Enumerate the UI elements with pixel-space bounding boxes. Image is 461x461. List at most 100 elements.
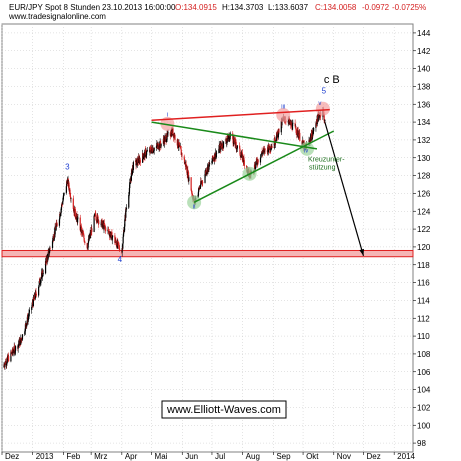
candle-body [262, 149, 265, 152]
candle-body [179, 146, 182, 149]
candle-body [275, 136, 277, 141]
candle-body [285, 121, 287, 123]
candle-body [275, 140, 277, 142]
y-tick-label: 140 [417, 65, 431, 74]
candle-body [46, 256, 48, 263]
candle-body [14, 347, 16, 353]
candle-body [138, 157, 140, 159]
candle-body [236, 148, 238, 149]
candle-body [108, 230, 110, 232]
candle-body [239, 148, 241, 155]
wave-cb-label: c B [324, 74, 340, 86]
candle-body [33, 297, 35, 299]
candle-body [76, 218, 79, 223]
x-tick-label: Dez [5, 452, 19, 461]
candle-body [229, 136, 231, 141]
candle-body [180, 149, 182, 155]
wave-label: 3 [65, 162, 70, 171]
candle-body [280, 120, 282, 133]
candle-body [117, 241, 119, 243]
candle-body [100, 223, 102, 225]
candle-body [70, 196, 72, 199]
y-tick-label: 100 [417, 421, 431, 430]
candle-body [83, 238, 85, 242]
candle-body [240, 155, 242, 158]
candle-body [31, 307, 33, 310]
candle-body [143, 153, 145, 157]
candle-body [109, 234, 111, 237]
candle-body [276, 132, 278, 137]
candle-body [13, 346, 15, 353]
candle-body [267, 146, 269, 153]
candle-body [84, 241, 86, 244]
candle-body [287, 121, 289, 123]
candle-body [70, 198, 72, 200]
candle-body [260, 157, 262, 158]
candle-body [274, 144, 276, 145]
candle-body [138, 157, 140, 163]
candle-body [156, 143, 158, 146]
candle-body [239, 145, 241, 149]
candle-body [87, 247, 89, 249]
candle-body [65, 186, 67, 193]
candle-body [197, 194, 199, 198]
candle-body [47, 250, 50, 253]
candle-body [18, 343, 20, 345]
candle-body [315, 122, 317, 129]
candle-body [6, 362, 8, 364]
candle-body [158, 148, 160, 149]
candle-body [35, 291, 37, 294]
candle-body [262, 152, 264, 155]
candle-body [145, 151, 148, 155]
candle-body [118, 245, 120, 246]
candle-body [311, 139, 313, 140]
candle-body [102, 221, 104, 226]
candle-body [227, 138, 229, 142]
candle-body [174, 135, 176, 141]
candle-body [10, 351, 12, 354]
candle-body [8, 356, 10, 362]
forecast-arrow-line [324, 121, 365, 256]
candle-body [299, 132, 301, 141]
candle-body [125, 207, 128, 210]
candle-body [27, 317, 29, 322]
candle-body [191, 191, 193, 194]
candle-body [308, 140, 310, 142]
x-tick-label: Apr [125, 452, 138, 461]
candle-body [222, 141, 225, 148]
candlestick-series [3, 106, 326, 371]
candle-body [79, 217, 81, 231]
candle-body [97, 215, 99, 217]
candle-body [53, 237, 55, 240]
candle-body [226, 139, 228, 142]
candle-body [94, 213, 96, 217]
candle-body [6, 358, 8, 363]
candle-body [289, 122, 291, 123]
candle-body [157, 144, 159, 147]
candle-body [209, 163, 211, 165]
candle-body [263, 149, 265, 150]
candle-body [62, 199, 64, 202]
candle-body [242, 155, 244, 161]
inner-trend-line [151, 121, 318, 150]
candle-body [190, 190, 193, 192]
candle-body [186, 166, 188, 173]
candle-body [34, 292, 36, 299]
candle-body [276, 132, 278, 134]
candle-body [11, 352, 13, 354]
candle-body [42, 273, 44, 274]
candle-body [108, 231, 110, 235]
candle-body [128, 195, 130, 208]
candle-body [54, 226, 57, 229]
y-tick-label: 130 [417, 154, 431, 163]
candle-body [53, 231, 56, 238]
candle-body [32, 302, 34, 304]
candle-body [159, 141, 162, 145]
candle-body [87, 238, 90, 243]
candle-body [187, 172, 190, 182]
y-tick-label: 108 [417, 350, 431, 359]
candle-body [163, 138, 165, 141]
candle-body [206, 171, 208, 173]
candle-body [294, 122, 296, 127]
candle-body [48, 249, 50, 254]
